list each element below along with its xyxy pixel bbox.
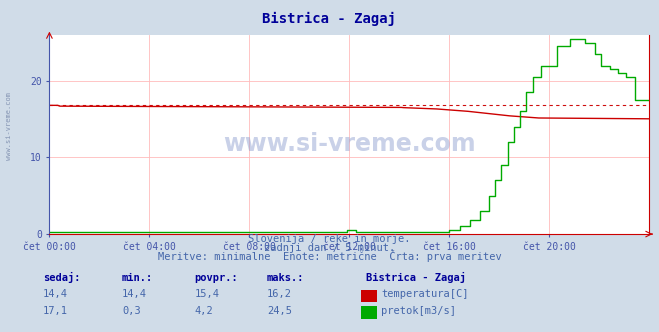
Text: pretok[m3/s]: pretok[m3/s] <box>381 306 456 316</box>
Text: temperatura[C]: temperatura[C] <box>381 289 469 299</box>
Text: 16,2: 16,2 <box>267 289 292 299</box>
Text: 15,4: 15,4 <box>194 289 219 299</box>
Text: Bistrica - Zagaj: Bistrica - Zagaj <box>262 12 397 26</box>
Text: 24,5: 24,5 <box>267 306 292 316</box>
Text: 14,4: 14,4 <box>43 289 68 299</box>
Text: www.si-vreme.com: www.si-vreme.com <box>5 92 12 160</box>
Text: povpr.:: povpr.: <box>194 273 238 283</box>
Text: maks.:: maks.: <box>267 273 304 283</box>
Text: Slovenija / reke in morje.: Slovenija / reke in morje. <box>248 234 411 244</box>
Text: zadnji dan / 5 minut.: zadnji dan / 5 minut. <box>264 243 395 253</box>
Text: 14,4: 14,4 <box>122 289 147 299</box>
Text: min.:: min.: <box>122 273 153 283</box>
Text: www.si-vreme.com: www.si-vreme.com <box>223 132 476 156</box>
Text: Meritve: minimalne  Enote: metrične  Črta: prva meritev: Meritve: minimalne Enote: metrične Črta:… <box>158 250 501 262</box>
Text: 4,2: 4,2 <box>194 306 213 316</box>
Text: Bistrica - Zagaj: Bistrica - Zagaj <box>366 272 466 283</box>
Text: 17,1: 17,1 <box>43 306 68 316</box>
Text: sedaj:: sedaj: <box>43 272 80 283</box>
Text: 0,3: 0,3 <box>122 306 140 316</box>
